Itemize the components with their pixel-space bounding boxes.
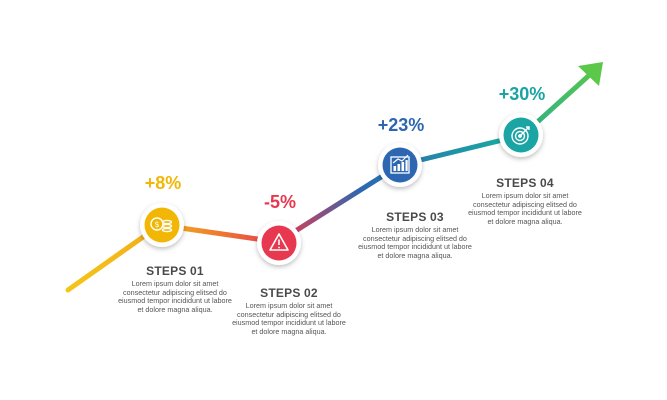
- step-01-description: Lorem ipsum dolor sit amet consectetur a…: [118, 279, 232, 314]
- svg-text:$: $: [154, 220, 159, 229]
- step-03-node: [378, 143, 422, 187]
- bar-chart-icon: [390, 154, 410, 174]
- step-04-node: [499, 113, 543, 157]
- coins-icon: $: [150, 217, 173, 233]
- step-04-description: Lorem ipsum dolor sit amet consectetur a…: [468, 191, 582, 226]
- step-02-title: STEPS 02: [260, 286, 318, 300]
- step-03-description: Lorem ipsum dolor sit amet consectetur a…: [358, 225, 472, 260]
- step-01-title: STEPS 01: [146, 264, 204, 278]
- step-04-title: STEPS 04: [496, 176, 554, 190]
- warning-icon: [269, 233, 289, 251]
- step-03-percent: +23%: [377, 115, 425, 135]
- step-02-description: Lorem ipsum dolor sit amet consectetur a…: [232, 301, 346, 336]
- step-02-node: [257, 221, 301, 265]
- step-03-title: STEPS 03: [386, 210, 444, 224]
- trend-arrow-head: [578, 62, 603, 86]
- step-01-percent: +8%: [144, 173, 182, 193]
- step-02-percent: -5%: [263, 192, 296, 212]
- step-01-node: $: [140, 203, 184, 247]
- target-icon: [511, 126, 530, 145]
- step-04-percent: +30%: [498, 84, 546, 104]
